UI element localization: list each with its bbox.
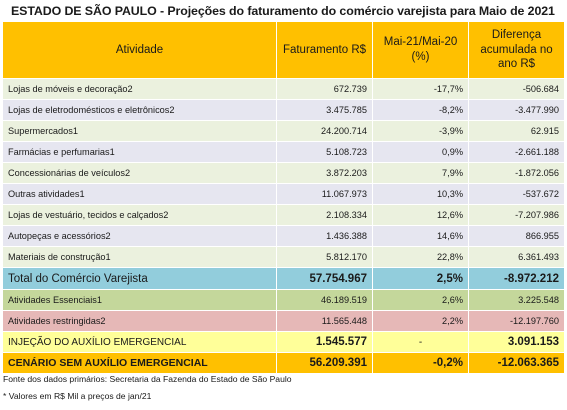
- cell-variacao: -8,2%: [372, 99, 469, 121]
- cell-atividade: Autopeças e acessórios2: [2, 225, 277, 247]
- cell-diferenca: -2.661.188: [468, 141, 565, 163]
- restringidas-variacao: 2,2%: [372, 310, 469, 332]
- restringidas-diferenca: -12.197.760: [468, 310, 565, 332]
- footnote-units: * Valores em R$ Mil a preços de jan/21: [3, 391, 152, 401]
- cell-atividade: Materiais de construção1: [2, 246, 277, 268]
- cell-diferenca: -3.477.990: [468, 99, 565, 121]
- cell-faturamento: 3.872.203: [276, 162, 373, 184]
- cell-variacao: 14,6%: [372, 225, 469, 247]
- cell-faturamento: 5.108.723: [276, 141, 373, 163]
- essenciais-row: Atividades Essenciais1 46.189.519 2,6% 3…: [2, 289, 565, 311]
- cell-variacao: 7,9%: [372, 162, 469, 184]
- cell-atividade: Lojas de vestuário, tecidos e calçados2: [2, 204, 277, 226]
- total-row: Total do Comércio Varejista 57.754.967 2…: [2, 267, 565, 290]
- table-row: Lojas de móveis e decoração2 672.739 -17…: [2, 78, 565, 100]
- cell-faturamento: 1.436.388: [276, 225, 373, 247]
- projection-table: Atividade Faturamento R$ Mai-21/Mai-20 (…: [2, 21, 565, 374]
- cell-diferenca: -537.672: [468, 183, 565, 205]
- total-faturamento: 57.754.967: [276, 267, 373, 290]
- cell-variacao: 10,3%: [372, 183, 469, 205]
- header-atividade: Atividade: [2, 21, 277, 79]
- cenario-variacao: -0,2%: [372, 352, 469, 374]
- injecao-label: INJEÇÃO DO AUXÍLIO EMERGENCIAL: [2, 331, 277, 353]
- injecao-faturamento: 1.545.577: [276, 331, 373, 353]
- table-row: Autopeças e acessórios2 1.436.388 14,6% …: [2, 225, 565, 247]
- cell-variacao: 22,8%: [372, 246, 469, 268]
- table-row: Lojas de eletrodomésticos e eletrônicos2…: [2, 99, 565, 121]
- footnote-source: Fonte dos dados primários: Secretaria da…: [3, 374, 292, 384]
- cell-diferenca: -506.684: [468, 78, 565, 100]
- cell-variacao: -3,9%: [372, 120, 469, 142]
- header-faturamento: Faturamento R$: [276, 21, 373, 79]
- restringidas-faturamento: 11.565.448: [276, 310, 373, 332]
- cell-faturamento: 2.108.334: [276, 204, 373, 226]
- header-variacao: Mai-21/Mai-20 (%): [372, 21, 469, 79]
- restringidas-row: Atividades restringidas2 11.565.448 2,2%…: [2, 310, 565, 332]
- cell-diferenca: 62.915: [468, 120, 565, 142]
- total-variacao: 2,5%: [372, 267, 469, 290]
- cell-diferenca: 6.361.493: [468, 246, 565, 268]
- cell-atividade: Supermercados1: [2, 120, 277, 142]
- cell-variacao: 0,9%: [372, 141, 469, 163]
- cenario-label: CENÁRIO SEM AUXÍLIO EMERGENCIAL: [2, 352, 277, 374]
- cell-atividade: Lojas de móveis e decoração2: [2, 78, 277, 100]
- essenciais-diferenca: 3.225.548: [468, 289, 565, 311]
- cell-faturamento: 672.739: [276, 78, 373, 100]
- injecao-diferenca: 3.091.153: [468, 331, 565, 353]
- total-diferenca: -8.972.212: [468, 267, 565, 290]
- table-row: Materiais de construção1 5.812.170 22,8%…: [2, 246, 565, 268]
- injecao-row: INJEÇÃO DO AUXÍLIO EMERGENCIAL 1.545.577…: [2, 331, 565, 353]
- injecao-variacao: -: [372, 331, 469, 353]
- table-row: Concessionárias de veículos2 3.872.203 7…: [2, 162, 565, 184]
- restringidas-label: Atividades restringidas2: [2, 310, 277, 332]
- header-row: Atividade Faturamento R$ Mai-21/Mai-20 (…: [2, 21, 565, 79]
- cell-atividade: Lojas de eletrodomésticos e eletrônicos2: [2, 99, 277, 121]
- cell-faturamento: 3.475.785: [276, 99, 373, 121]
- table-row: Lojas de vestuário, tecidos e calçados2 …: [2, 204, 565, 226]
- cell-diferenca: -7.207.986: [468, 204, 565, 226]
- cell-atividade: Farmácias e perfumarias1: [2, 141, 277, 163]
- cell-diferenca: 866.955: [468, 225, 565, 247]
- essenciais-faturamento: 46.189.519: [276, 289, 373, 311]
- cenario-diferenca: -12.063.365: [468, 352, 565, 374]
- cell-diferenca: -1.872.056: [468, 162, 565, 184]
- table-row: Supermercados1 24.200.714 -3,9% 62.915: [2, 120, 565, 142]
- page-title: ESTADO DE SÃO PAULO - Projeções do fatur…: [11, 4, 555, 18]
- table-row: Outras atividades1 11.067.973 10,3% -537…: [2, 183, 565, 205]
- cenario-row: CENÁRIO SEM AUXÍLIO EMERGENCIAL 56.209.3…: [2, 352, 565, 374]
- cell-faturamento: 11.067.973: [276, 183, 373, 205]
- table-row: Farmácias e perfumarias1 5.108.723 0,9% …: [2, 141, 565, 163]
- cell-atividade: Concessionárias de veículos2: [2, 162, 277, 184]
- cell-variacao: 12,6%: [372, 204, 469, 226]
- total-label: Total do Comércio Varejista: [2, 267, 277, 290]
- essenciais-variacao: 2,6%: [372, 289, 469, 311]
- cell-faturamento: 24.200.714: [276, 120, 373, 142]
- cenario-faturamento: 56.209.391: [276, 352, 373, 374]
- header-diferenca: Diferença acumulada no ano R$: [468, 21, 565, 79]
- cell-faturamento: 5.812.170: [276, 246, 373, 268]
- cell-atividade: Outras atividades1: [2, 183, 277, 205]
- essenciais-label: Atividades Essenciais1: [2, 289, 277, 311]
- cell-variacao: -17,7%: [372, 78, 469, 100]
